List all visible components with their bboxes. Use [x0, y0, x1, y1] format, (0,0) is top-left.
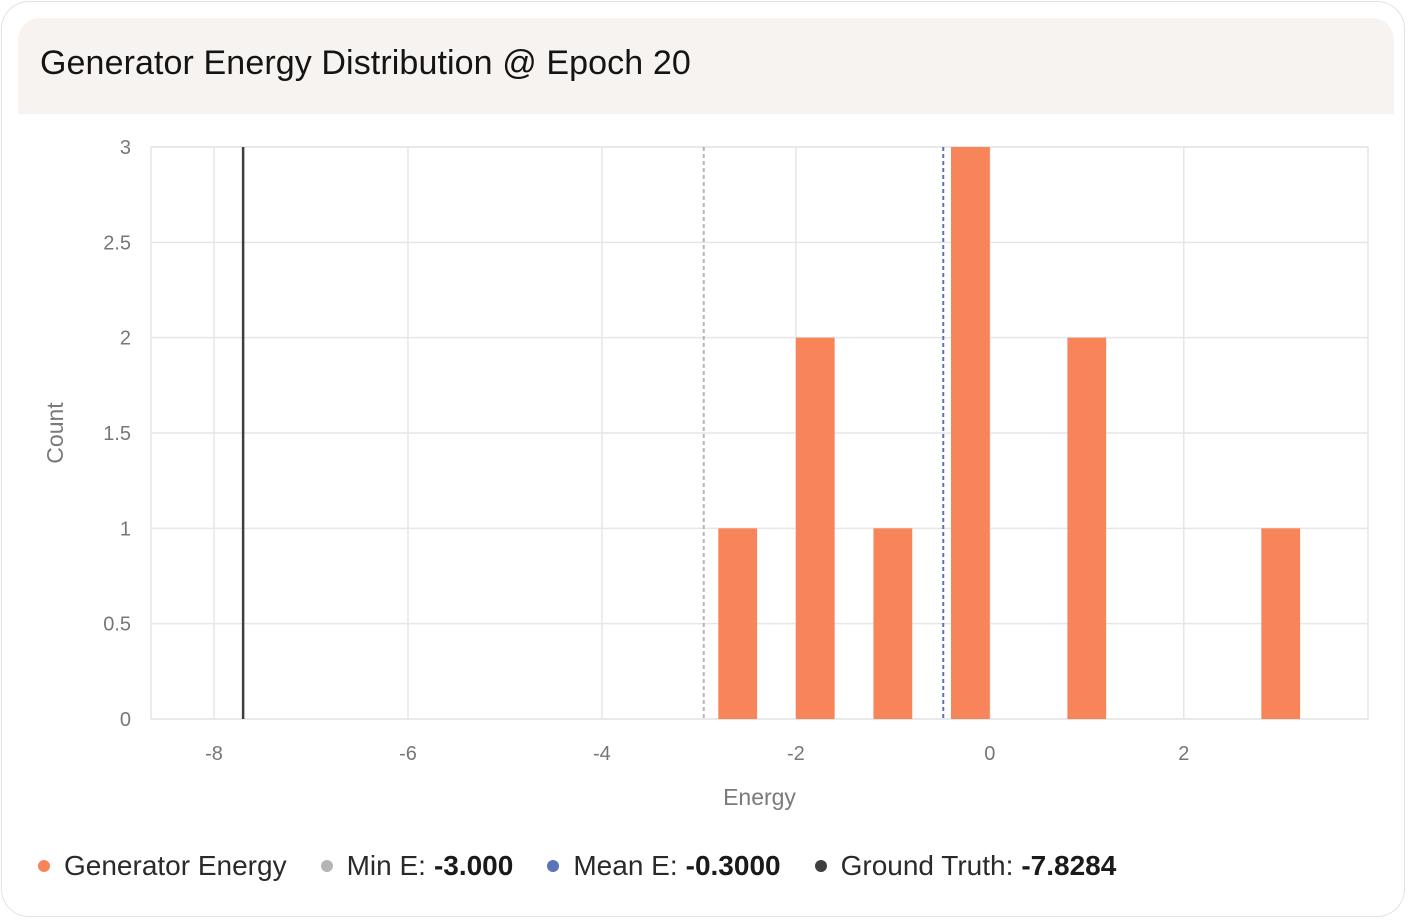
histogram-bar	[873, 528, 913, 719]
y-tick-label: 1.5	[103, 423, 131, 445]
x-tick-label: -4	[593, 743, 611, 765]
legend-item-generator-energy[interactable]: Generator Energy	[38, 850, 287, 882]
legend-label-mean-e: Mean E:	[573, 850, 678, 881]
histogram-bar	[718, 528, 758, 719]
legend-dot-generator-energy	[38, 860, 50, 872]
legend-label-generator-energy: Generator Energy	[64, 850, 287, 881]
chart-title: Generator Energy Distribution @ Epoch 20	[40, 44, 691, 82]
legend-dot-ground-truth	[814, 860, 827, 872]
legend-item-min-e[interactable]: Min E: -3.000	[320, 850, 514, 882]
y-tick-label: 2.5	[103, 232, 131, 254]
histogram-bar	[795, 337, 835, 719]
y-tick-label: 0.5	[103, 614, 131, 636]
chart-header	[18, 18, 1394, 114]
y-tick-label: 2	[120, 328, 131, 350]
histogram-bar	[1067, 337, 1107, 719]
histogram-bar	[951, 147, 990, 719]
x-tick-label: -6	[399, 743, 417, 765]
legend-value-mean-e: -0.3000	[685, 850, 781, 881]
legend-label-min-e: Min E:	[346, 850, 426, 881]
legend-item-mean-e[interactable]: Mean E: -0.3000	[547, 850, 781, 882]
legend-value-min-e: -3.000	[433, 850, 514, 881]
histogram-bar	[1261, 528, 1301, 719]
x-tick-label: 0	[984, 743, 995, 765]
legend-item-ground-truth[interactable]: Ground Truth: -7.8284	[814, 850, 1117, 882]
legend-label-ground-truth: Ground Truth:	[840, 850, 1014, 881]
y-axis-label: Count	[42, 402, 68, 464]
chart-legend: Generator Energy Min E: -3.000 Mean E: -…	[38, 848, 1150, 884]
histogram-chart: 0 0.5 1 1.5 2 2.5 3 -8 -6 -4 -2 0 2 Energy Count	[42, 137, 1369, 810]
x-tick-label: -8	[205, 743, 223, 765]
x-axis-label: Energy	[723, 784, 796, 810]
legend-value-ground-truth: -7.8284	[1021, 850, 1117, 881]
x-tick-label: 2	[1178, 743, 1189, 765]
y-tick-label: 1	[120, 518, 131, 540]
y-tick-label: 3	[120, 137, 131, 159]
x-tick-label: -2	[787, 743, 805, 765]
legend-dot-min-e	[320, 860, 333, 872]
legend-dot-mean-e	[547, 860, 560, 872]
y-tick-label: 0	[120, 709, 131, 731]
